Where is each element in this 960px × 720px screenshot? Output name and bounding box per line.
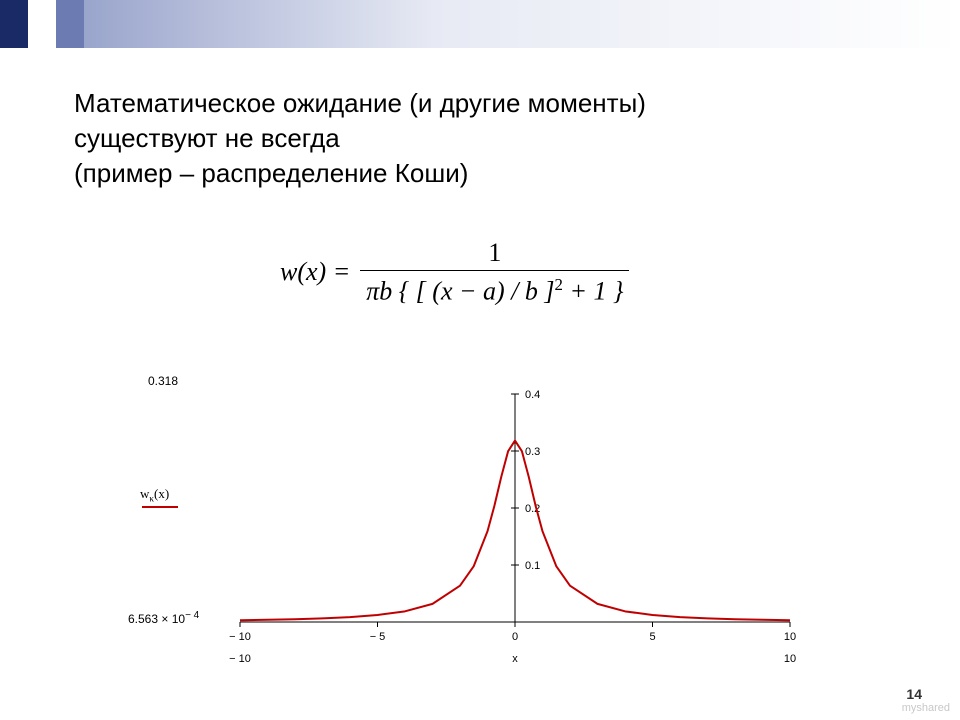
svg-text:10: 10 bbox=[784, 631, 796, 643]
header-block-2 bbox=[28, 0, 56, 48]
svg-text:5: 5 bbox=[649, 631, 655, 643]
svg-text:− 10: − 10 bbox=[229, 653, 251, 665]
svg-text:10: 10 bbox=[784, 653, 796, 665]
cauchy-chart: 0.318 wκ(x) 6.563 × 10− 4 − 10− 505100.1… bbox=[150, 378, 810, 678]
svg-text:0.3: 0.3 bbox=[525, 446, 540, 458]
formula-denominator: πb { [ (x − a) / b ]2 + 1 } bbox=[360, 271, 629, 307]
header-gradient bbox=[84, 0, 960, 48]
chart-legend-label: wκ(x) bbox=[140, 486, 169, 504]
formula-lhs: w(x) = bbox=[280, 257, 350, 287]
title-line-3: (пример – распределение Коши) bbox=[74, 156, 894, 191]
svg-text:0.4: 0.4 bbox=[525, 389, 540, 401]
page-number: 14 bbox=[906, 686, 922, 702]
svg-text:0.1: 0.1 bbox=[525, 560, 540, 572]
formula-fraction: 1 πb { [ (x − a) / b ]2 + 1 } bbox=[360, 238, 629, 307]
chart-min-value: 6.563 × 10− 4 bbox=[128, 610, 199, 626]
slide-title: Математическое ожидание (и другие момент… bbox=[74, 86, 894, 191]
chart-legend-line bbox=[142, 506, 178, 508]
watermark: myshared bbox=[902, 702, 950, 714]
svg-text:x: x bbox=[512, 653, 518, 665]
svg-text:− 10: − 10 bbox=[229, 631, 251, 643]
chart-svg: − 10− 505100.10.20.30.4x− 1010 bbox=[150, 378, 810, 678]
cauchy-formula: w(x) = 1 πb { [ (x − a) / b ]2 + 1 } bbox=[280, 238, 629, 307]
chart-peak-value: 0.318 bbox=[148, 374, 178, 388]
title-line-2: существуют не всегда bbox=[74, 121, 894, 156]
svg-text:0: 0 bbox=[512, 631, 518, 643]
formula-numerator: 1 bbox=[482, 238, 507, 270]
title-line-1: Математическое ожидание (и другие момент… bbox=[74, 86, 894, 121]
header-decoration bbox=[0, 0, 960, 48]
svg-text:− 5: − 5 bbox=[370, 631, 386, 643]
header-block-3 bbox=[56, 0, 84, 48]
header-block-1 bbox=[0, 0, 28, 48]
